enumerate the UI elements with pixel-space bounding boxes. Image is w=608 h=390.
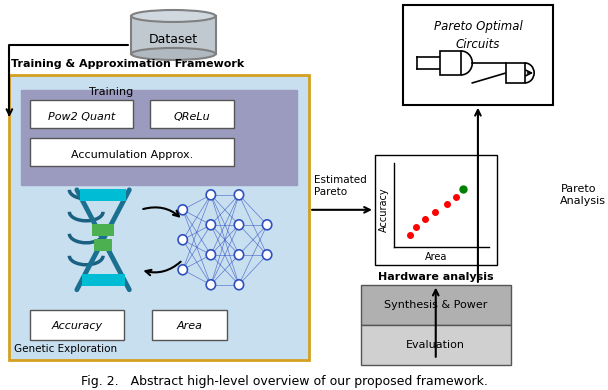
Text: Estimated
Pareto: Estimated Pareto <box>314 175 367 197</box>
FancyBboxPatch shape <box>403 5 553 105</box>
Circle shape <box>206 250 215 260</box>
Text: Dataset: Dataset <box>149 34 198 46</box>
FancyBboxPatch shape <box>81 274 125 286</box>
Text: Pow2 Quant: Pow2 Quant <box>48 112 115 122</box>
Circle shape <box>234 280 244 290</box>
Text: Training: Training <box>89 87 133 97</box>
Circle shape <box>178 205 187 215</box>
FancyBboxPatch shape <box>80 189 126 201</box>
Text: Accuracy: Accuracy <box>51 321 102 331</box>
FancyBboxPatch shape <box>440 51 461 75</box>
FancyBboxPatch shape <box>152 310 227 340</box>
Circle shape <box>234 190 244 200</box>
Text: Area: Area <box>424 252 447 262</box>
FancyBboxPatch shape <box>361 325 511 365</box>
Ellipse shape <box>131 10 215 22</box>
Text: Pareto Optimal: Pareto Optimal <box>434 21 522 34</box>
FancyBboxPatch shape <box>361 285 511 325</box>
Text: Genetic Exploration: Genetic Exploration <box>14 344 117 354</box>
FancyBboxPatch shape <box>9 75 309 360</box>
Circle shape <box>206 190 215 200</box>
Text: Accumulation Approx.: Accumulation Approx. <box>71 150 193 160</box>
Text: Pareto
Analysis: Pareto Analysis <box>561 184 606 206</box>
FancyBboxPatch shape <box>21 90 297 185</box>
FancyBboxPatch shape <box>92 224 114 236</box>
Circle shape <box>178 265 187 275</box>
Text: Area: Area <box>176 321 202 331</box>
FancyBboxPatch shape <box>150 100 234 128</box>
Text: Fig. 2.   Abstract high-level overview of our proposed framework.: Fig. 2. Abstract high-level overview of … <box>81 375 488 388</box>
Text: Evaluation: Evaluation <box>406 340 465 350</box>
FancyBboxPatch shape <box>94 239 112 251</box>
FancyBboxPatch shape <box>506 63 525 83</box>
FancyBboxPatch shape <box>131 16 215 54</box>
Circle shape <box>206 220 215 230</box>
Text: Accuracy: Accuracy <box>379 188 389 232</box>
FancyBboxPatch shape <box>30 310 123 340</box>
Circle shape <box>234 220 244 230</box>
Text: Training & Approximation Framework: Training & Approximation Framework <box>11 59 244 69</box>
Ellipse shape <box>131 48 215 60</box>
FancyBboxPatch shape <box>30 138 234 166</box>
Circle shape <box>234 250 244 260</box>
Circle shape <box>178 235 187 245</box>
FancyBboxPatch shape <box>375 155 497 265</box>
FancyBboxPatch shape <box>30 100 133 128</box>
Text: QReLu: QReLu <box>174 112 210 122</box>
Text: Hardware analysis: Hardware analysis <box>378 272 494 282</box>
Text: Synthesis & Power: Synthesis & Power <box>384 300 488 310</box>
Text: Circuits: Circuits <box>456 39 500 51</box>
Circle shape <box>263 250 272 260</box>
Circle shape <box>263 220 272 230</box>
Circle shape <box>206 280 215 290</box>
